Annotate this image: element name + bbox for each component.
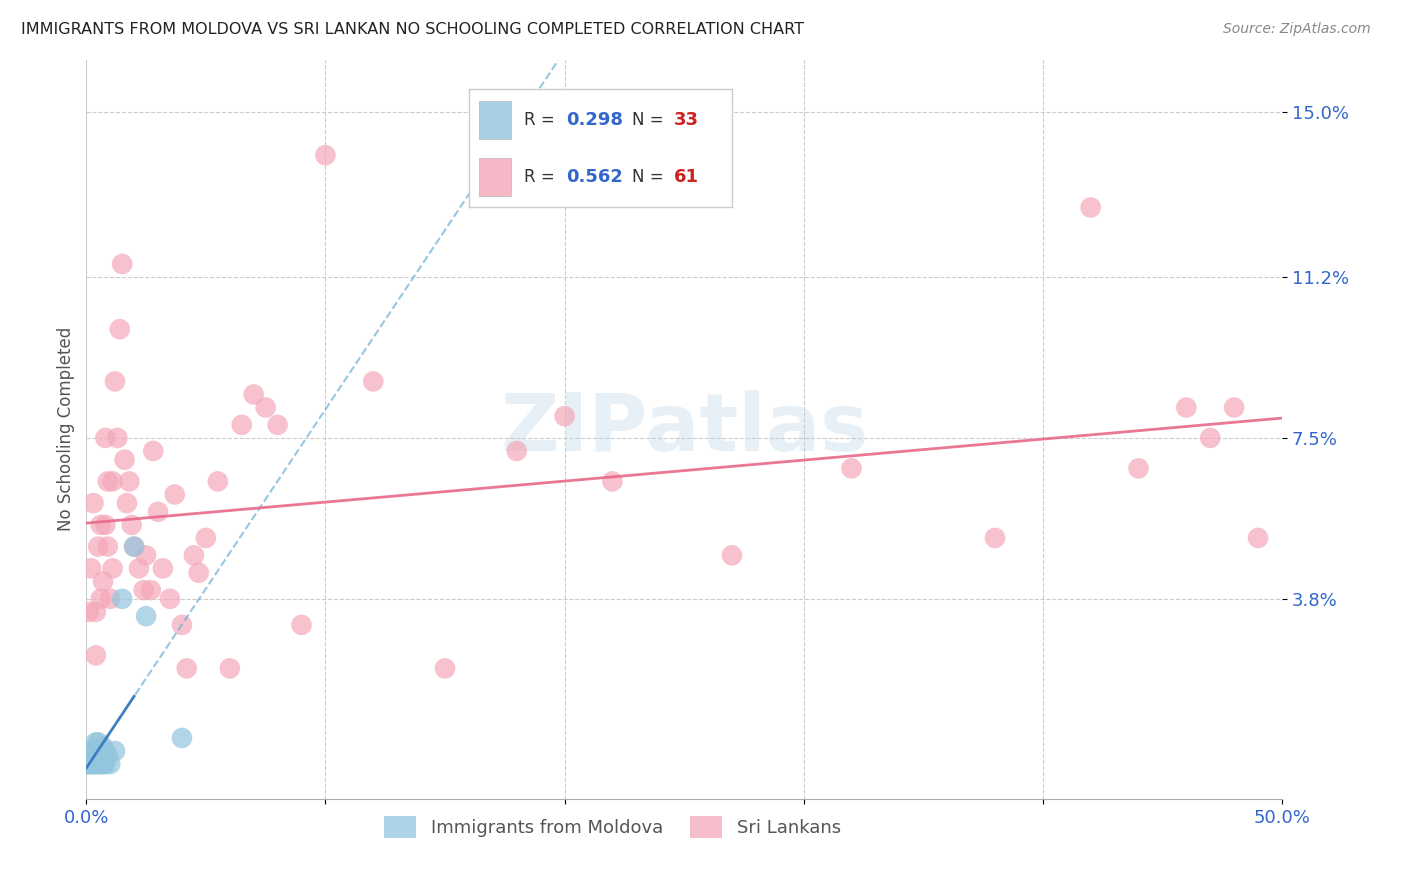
Point: [90, 591, 112, 606]
Point: [122, 540, 145, 554]
Point: [98, 591, 121, 606]
Point: [207, 475, 229, 489]
Point: [84, 735, 107, 749]
Text: ZIPatlas: ZIPatlas: [501, 390, 869, 468]
Point: [554, 409, 576, 424]
Point: [1247, 531, 1270, 545]
Point: [87, 757, 110, 772]
Point: [94, 431, 117, 445]
Point: [105, 431, 128, 445]
Point: [218, 661, 240, 675]
Point: [506, 444, 529, 458]
Point: [254, 401, 277, 415]
Point: [76, 757, 98, 772]
Point: [104, 375, 127, 389]
Point: [97, 748, 120, 763]
Point: [139, 583, 162, 598]
Point: [1199, 431, 1222, 445]
Point: [135, 549, 157, 563]
Point: [121, 517, 143, 532]
Point: [122, 540, 145, 554]
Point: [87, 735, 110, 749]
Point: [82, 757, 104, 772]
Point: [87, 748, 110, 763]
Point: [290, 618, 312, 632]
Point: [90, 744, 112, 758]
Point: [1175, 401, 1198, 415]
Point: [77, 605, 100, 619]
Point: [1128, 461, 1150, 475]
Point: [94, 757, 117, 772]
Point: [183, 549, 205, 563]
Point: [90, 757, 112, 772]
Text: IMMIGRANTS FROM MOLDOVA VS SRI LANKAN NO SCHOOLING COMPLETED CORRELATION CHART: IMMIGRANTS FROM MOLDOVA VS SRI LANKAN NO…: [21, 22, 804, 37]
Point: [84, 744, 107, 758]
Point: [91, 739, 114, 754]
Point: [87, 540, 110, 554]
Point: [84, 605, 107, 619]
Point: [94, 744, 117, 758]
Point: [142, 444, 165, 458]
Point: [132, 583, 155, 598]
Point: [128, 561, 150, 575]
Point: [94, 517, 117, 532]
Point: [82, 757, 104, 772]
Point: [115, 496, 138, 510]
Point: [80, 744, 103, 758]
Point: [242, 387, 264, 401]
Point: [187, 566, 209, 580]
Point: [194, 531, 217, 545]
Point: [163, 487, 186, 501]
Point: [176, 661, 198, 675]
Point: [90, 517, 112, 532]
Point: [97, 540, 120, 554]
Text: Source: ZipAtlas.com: Source: ZipAtlas.com: [1223, 22, 1371, 37]
Point: [91, 757, 114, 772]
Point: [361, 375, 384, 389]
Point: [82, 496, 104, 510]
Point: [84, 757, 107, 772]
Point: [602, 475, 624, 489]
Point: [79, 748, 101, 763]
Point: [841, 461, 863, 475]
Point: [152, 561, 174, 575]
Point: [118, 475, 141, 489]
Point: [721, 549, 744, 563]
Point: [266, 417, 288, 432]
Point: [91, 574, 114, 589]
Point: [90, 757, 112, 772]
Point: [97, 475, 120, 489]
Point: [159, 591, 181, 606]
Point: [77, 757, 100, 772]
Point: [111, 257, 134, 271]
Point: [91, 748, 114, 763]
Point: [111, 591, 134, 606]
Point: [170, 731, 193, 745]
Point: [98, 757, 121, 772]
Point: [114, 452, 136, 467]
Point: [1223, 401, 1246, 415]
Point: [984, 531, 1007, 545]
Point: [80, 561, 103, 575]
Point: [80, 757, 103, 772]
Point: [433, 661, 456, 675]
Point: [101, 475, 124, 489]
Point: [1080, 201, 1102, 215]
Point: [84, 648, 107, 663]
Point: [87, 757, 110, 772]
Point: [231, 417, 253, 432]
Point: [77, 757, 100, 772]
Point: [101, 561, 124, 575]
Legend: Immigrants from Moldova, Sri Lankans: Immigrants from Moldova, Sri Lankans: [377, 809, 848, 846]
Point: [82, 748, 104, 763]
Y-axis label: No Schooling Completed: No Schooling Completed: [58, 327, 75, 532]
Point: [135, 609, 157, 624]
Point: [80, 753, 103, 767]
Point: [314, 148, 336, 162]
Point: [146, 505, 169, 519]
Point: [82, 757, 104, 772]
Point: [104, 744, 127, 758]
Point: [170, 618, 193, 632]
Point: [108, 322, 131, 336]
